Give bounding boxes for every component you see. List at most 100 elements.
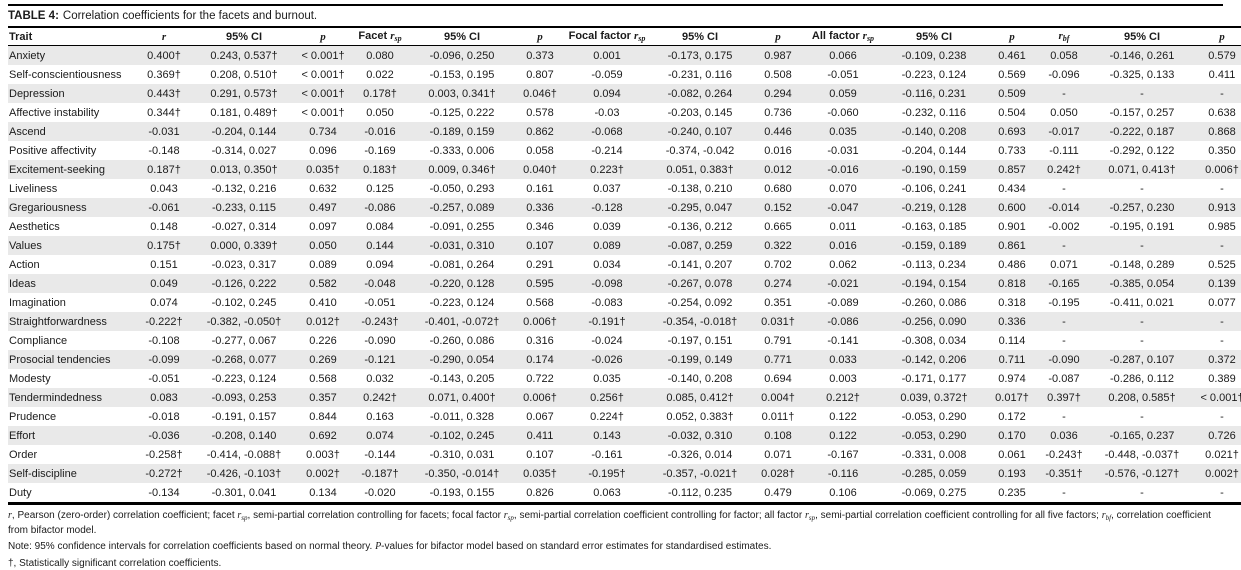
value-cell: -0.165, 0.237 xyxy=(1090,426,1194,445)
value-cell: 0.067 xyxy=(514,407,566,426)
value-cell: 0.051, 0.383† xyxy=(648,160,752,179)
value-cell: -0.173, 0.175 xyxy=(648,46,752,66)
value-cell: -0.194, 0.154 xyxy=(882,274,986,293)
value-cell: -0.136, 0.212 xyxy=(648,217,752,236)
value-cell: 0.336 xyxy=(986,312,1038,331)
value-cell: -0.096 xyxy=(1038,65,1090,84)
value-cell: -0.021 xyxy=(804,274,882,293)
value-cell: -0.090 xyxy=(350,331,410,350)
value-cell: 0.632 xyxy=(296,179,350,198)
value-cell: 0.059 xyxy=(804,84,882,103)
value-cell: 0.000, 0.339† xyxy=(192,236,296,255)
value-cell: -0.576, -0.127† xyxy=(1090,464,1194,483)
value-cell: -0.197, 0.151 xyxy=(648,331,752,350)
value-cell: 0.461 xyxy=(986,46,1038,66)
value-cell: 0.002† xyxy=(296,464,350,483)
value-cell: 0.016 xyxy=(804,236,882,255)
math-var: p xyxy=(775,31,781,43)
value-cell: -0.220, 0.128 xyxy=(410,274,514,293)
value-cell: < 0.001† xyxy=(296,84,350,103)
value-cell: 0.400† xyxy=(136,46,192,66)
value-cell: 0.170 xyxy=(986,426,1038,445)
value-cell: 0.071, 0.413† xyxy=(1090,160,1194,179)
value-cell: - xyxy=(1194,312,1241,331)
value-cell: 0.080 xyxy=(350,46,410,66)
value-cell: -0.140, 0.208 xyxy=(882,122,986,141)
value-cell: -0.031, 0.310 xyxy=(410,236,514,255)
column-header: 95% CI xyxy=(648,27,752,46)
value-cell: 0.434 xyxy=(986,179,1038,198)
value-cell: -0.153, 0.195 xyxy=(410,65,514,84)
value-cell: 0.125 xyxy=(350,179,410,198)
value-cell: 0.479 xyxy=(752,483,804,504)
value-cell: 0.578 xyxy=(514,103,566,122)
value-cell: < 0.001† xyxy=(1194,388,1241,407)
value-cell: -0.068 xyxy=(566,122,648,141)
math-var: p xyxy=(320,31,326,43)
value-cell: 0.183† xyxy=(350,160,410,179)
value-cell: 0.568 xyxy=(296,369,350,388)
value-cell: 0.372 xyxy=(1194,350,1241,369)
value-cell: 0.411 xyxy=(514,426,566,445)
value-cell: 0.397† xyxy=(1038,388,1090,407)
value-cell: 0.037 xyxy=(566,179,648,198)
value-cell: 0.049 xyxy=(136,274,192,293)
column-header-trait: Trait xyxy=(8,27,136,46)
value-cell: -0.223, 0.124 xyxy=(192,369,296,388)
column-header: p xyxy=(752,27,804,46)
value-cell: 0.208, 0.585† xyxy=(1090,388,1194,407)
column-header: 95% CI xyxy=(410,27,514,46)
value-cell: -0.141, 0.207 xyxy=(648,255,752,274)
value-cell: -0.426, -0.103† xyxy=(192,464,296,483)
value-cell: 0.913 xyxy=(1194,198,1241,217)
value-cell: -0.240, 0.107 xyxy=(648,122,752,141)
text-segment: -values for bifactor model based on stan… xyxy=(381,541,771,552)
value-cell: -0.385, 0.054 xyxy=(1090,274,1194,293)
math-var: p xyxy=(537,31,543,43)
value-cell: -0.351† xyxy=(1038,464,1090,483)
value-cell: 0.058 xyxy=(514,141,566,160)
value-cell: -0.093, 0.253 xyxy=(192,388,296,407)
value-cell: -0.223, 0.124 xyxy=(882,65,986,84)
value-cell: 0.106 xyxy=(804,483,882,504)
value-cell: -0.195, 0.191 xyxy=(1090,217,1194,236)
value-cell: -0.191† xyxy=(566,312,648,331)
text-segment: Facet xyxy=(358,30,390,42)
trait-cell: Imagination xyxy=(8,293,136,312)
value-cell: -0.002 xyxy=(1038,217,1090,236)
value-cell: 0.058 xyxy=(1038,46,1090,66)
value-cell: 0.022 xyxy=(350,65,410,84)
column-header: p xyxy=(514,27,566,46)
value-cell: -0.060 xyxy=(804,103,882,122)
value-cell: 0.096 xyxy=(296,141,350,160)
trait-cell: Aesthetics xyxy=(8,217,136,236)
math-subscript: bf xyxy=(1063,34,1070,43)
value-cell: 0.369† xyxy=(136,65,192,84)
value-cell: 0.122 xyxy=(804,426,882,445)
value-cell: -0.031 xyxy=(804,141,882,160)
value-cell: 0.291, 0.573† xyxy=(192,84,296,103)
value-cell: 0.974 xyxy=(986,369,1038,388)
value-cell: 0.579 xyxy=(1194,46,1241,66)
value-cell: 0.017† xyxy=(986,388,1038,407)
value-cell: 0.694 xyxy=(752,369,804,388)
trait-cell: Effort xyxy=(8,426,136,445)
value-cell: 0.012† xyxy=(296,312,350,331)
value-cell: 0.085, 0.412† xyxy=(648,388,752,407)
value-cell: 0.050 xyxy=(1038,103,1090,122)
value-cell: -0.401, -0.072† xyxy=(410,312,514,331)
value-cell: -0.191, 0.157 xyxy=(192,407,296,426)
value-cell: 0.050 xyxy=(350,103,410,122)
value-cell: 0.336 xyxy=(514,198,566,217)
value-cell: 0.274 xyxy=(752,274,804,293)
value-cell: -0.204, 0.144 xyxy=(192,122,296,141)
trait-cell: Self-conscientiousness xyxy=(8,65,136,84)
value-cell: -0.169 xyxy=(350,141,410,160)
column-header: p xyxy=(986,27,1038,46)
value-cell: 0.568 xyxy=(514,293,566,312)
value-cell: 0.807 xyxy=(514,65,566,84)
